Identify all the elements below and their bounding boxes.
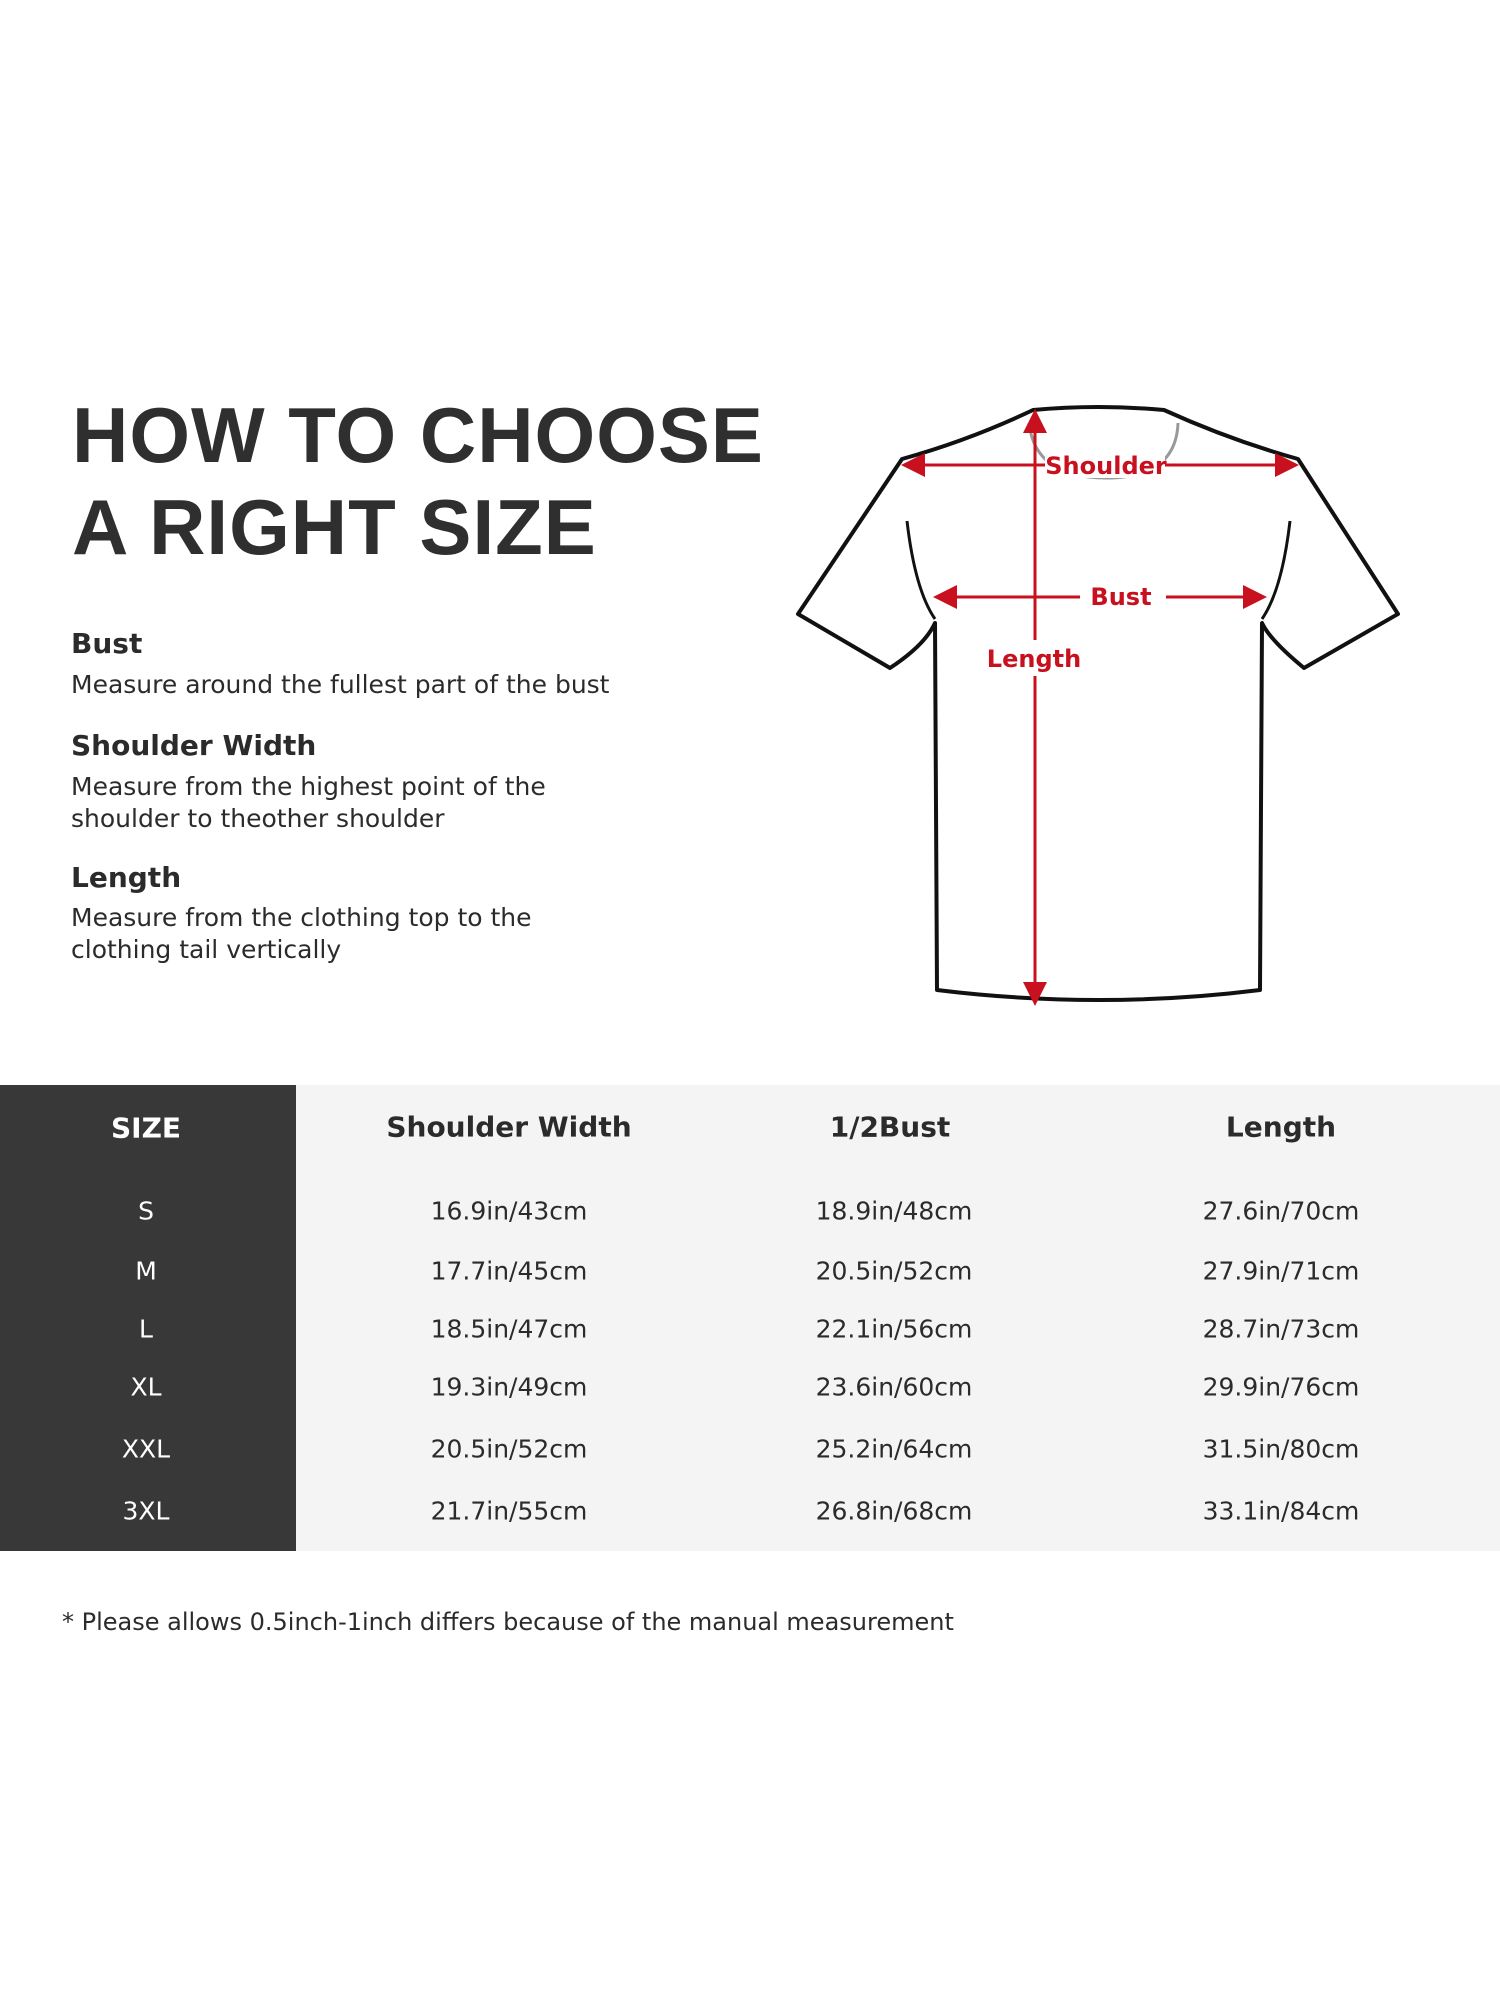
footnote: * Please allows 0.5inch-1inch differs be… bbox=[62, 1608, 954, 1636]
cell-length: 29.9in/76cm bbox=[1202, 1372, 1360, 1402]
tshirt-outline bbox=[796, 405, 1400, 1002]
cell-half-bust: 20.5in/52cm bbox=[815, 1256, 973, 1286]
cell-shoulder-width: 18.5in/47cm bbox=[430, 1314, 588, 1344]
header-shoulder-width: Shoulder Width bbox=[386, 1110, 632, 1144]
bust-description: Measure around the fullest part of the b… bbox=[71, 670, 610, 699]
bust-label: Bust bbox=[1090, 583, 1151, 611]
cell-length: 27.9in/71cm bbox=[1202, 1256, 1360, 1286]
cell-size: XXL bbox=[121, 1434, 171, 1464]
cell-size: L bbox=[139, 1314, 153, 1344]
cell-shoulder-width: 21.7in/55cm bbox=[430, 1496, 588, 1526]
shoulder-label: Shoulder bbox=[1045, 452, 1167, 480]
cell-length: 31.5in/80cm bbox=[1202, 1434, 1360, 1464]
length-heading: Length bbox=[71, 861, 182, 894]
cell-half-bust: 18.9in/48cm bbox=[815, 1196, 973, 1226]
cell-half-bust: 26.8in/68cm bbox=[815, 1496, 973, 1526]
cell-size: S bbox=[138, 1196, 154, 1226]
size-column bbox=[0, 1085, 296, 1551]
shoulder-heading: Shoulder Width bbox=[71, 729, 317, 762]
cell-size: M bbox=[135, 1256, 157, 1286]
cell-shoulder-width: 19.3in/49cm bbox=[430, 1372, 588, 1402]
cell-shoulder-width: 17.7in/45cm bbox=[430, 1256, 588, 1286]
header-half-bust: 1/2Bust bbox=[829, 1110, 951, 1144]
shoulder-description-2: shoulder to theother shoulder bbox=[71, 804, 445, 833]
length-description-2: clothing tail vertically bbox=[71, 935, 342, 964]
left-arm-seam bbox=[905, 520, 937, 620]
title-line-1: HOW TO CHOOSE bbox=[72, 391, 764, 479]
shoulder-description-1: Measure from the highest point of the bbox=[71, 772, 546, 801]
cell-length: 28.7in/73cm bbox=[1202, 1314, 1360, 1344]
bust-heading: Bust bbox=[71, 627, 143, 660]
cell-size: XL bbox=[130, 1372, 162, 1402]
header-length: Length bbox=[1225, 1110, 1337, 1144]
cell-size: 3XL bbox=[122, 1496, 170, 1526]
cell-half-bust: 22.1in/56cm bbox=[815, 1314, 973, 1344]
cell-half-bust: 25.2in/64cm bbox=[815, 1434, 973, 1464]
cell-shoulder-width: 20.5in/52cm bbox=[430, 1434, 588, 1464]
title-line-2: A RIGHT SIZE bbox=[72, 483, 597, 571]
cell-half-bust: 23.6in/60cm bbox=[815, 1372, 973, 1402]
tshirt-diagram: Shoulder Bust Length bbox=[796, 405, 1400, 1006]
header-size: SIZE bbox=[110, 1111, 182, 1145]
length-label: Length bbox=[987, 645, 1081, 673]
right-arm-seam bbox=[1260, 520, 1292, 620]
cell-shoulder-width: 16.9in/43cm bbox=[430, 1196, 588, 1226]
cell-length: 33.1in/84cm bbox=[1202, 1496, 1360, 1526]
length-description-1: Measure from the clothing top to the bbox=[71, 903, 532, 932]
cell-length: 27.6in/70cm bbox=[1202, 1196, 1360, 1226]
